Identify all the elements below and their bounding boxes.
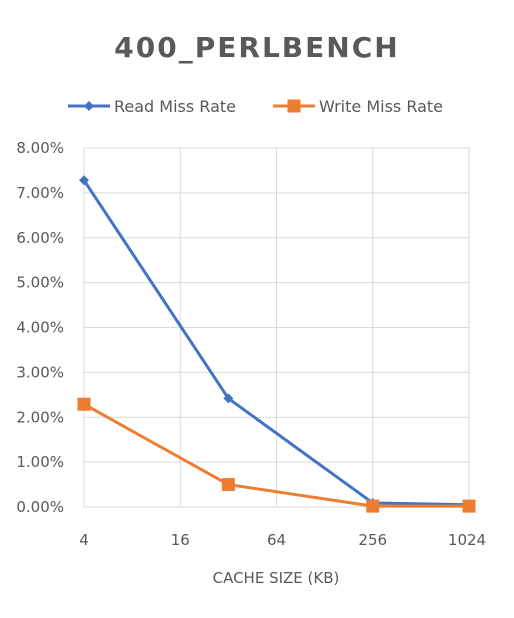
x-tick-label: 64 (267, 531, 286, 549)
y-tick-label: 4.00% (16, 319, 64, 337)
legend-label: Read Miss Rate (114, 97, 236, 116)
y-tick-label: 8.00% (16, 139, 64, 157)
data-point-marker (221, 478, 235, 492)
legend-label: Write Miss Rate (319, 97, 443, 116)
series-write-miss-rate (77, 397, 476, 513)
y-tick-label: 5.00% (16, 274, 64, 292)
series-line (83, 402, 469, 508)
y-tick-label: 6.00% (16, 229, 64, 247)
x-tick-label: 256 (358, 531, 387, 549)
legend-marker (287, 99, 301, 113)
x-tick-label: 16 (171, 531, 190, 549)
legend-marker (84, 101, 94, 111)
data-point-marker (462, 499, 476, 513)
x-axis-tick-labels: 4 16 64 256 1024 (79, 531, 486, 549)
x-tick-label: 4 (79, 531, 89, 549)
y-tick-label: 1.00% (16, 453, 64, 471)
y-axis-tick-labels: 0.00% 1.00% 2.00% 3.00% 4.00% 5.00% 6.00% 7.00%… (16, 139, 64, 516)
y-tick-label: 2.00% (16, 408, 64, 426)
data-point-marker (366, 499, 380, 513)
data-point-marker (223, 393, 234, 404)
series-layer (77, 175, 476, 513)
y-tick-label: 0.00% (16, 498, 64, 516)
data-point-marker (79, 175, 89, 186)
x-axis-title: CACHE SIZE (KB) (213, 569, 340, 587)
legend-item: Read Miss Rate (68, 97, 236, 116)
y-tick-label: 3.00% (16, 363, 64, 381)
legend: Read Miss Rate Write Miss Rate (68, 97, 443, 116)
legend-item: Write Miss Rate (273, 97, 443, 116)
x-tick-label: 1024 (448, 531, 486, 549)
series-line (82, 179, 470, 507)
grid (83, 147, 470, 508)
chart-title: 400_PERLBENCH (114, 31, 399, 64)
y-tick-label: 7.00% (16, 184, 64, 202)
data-point-marker (77, 397, 91, 411)
